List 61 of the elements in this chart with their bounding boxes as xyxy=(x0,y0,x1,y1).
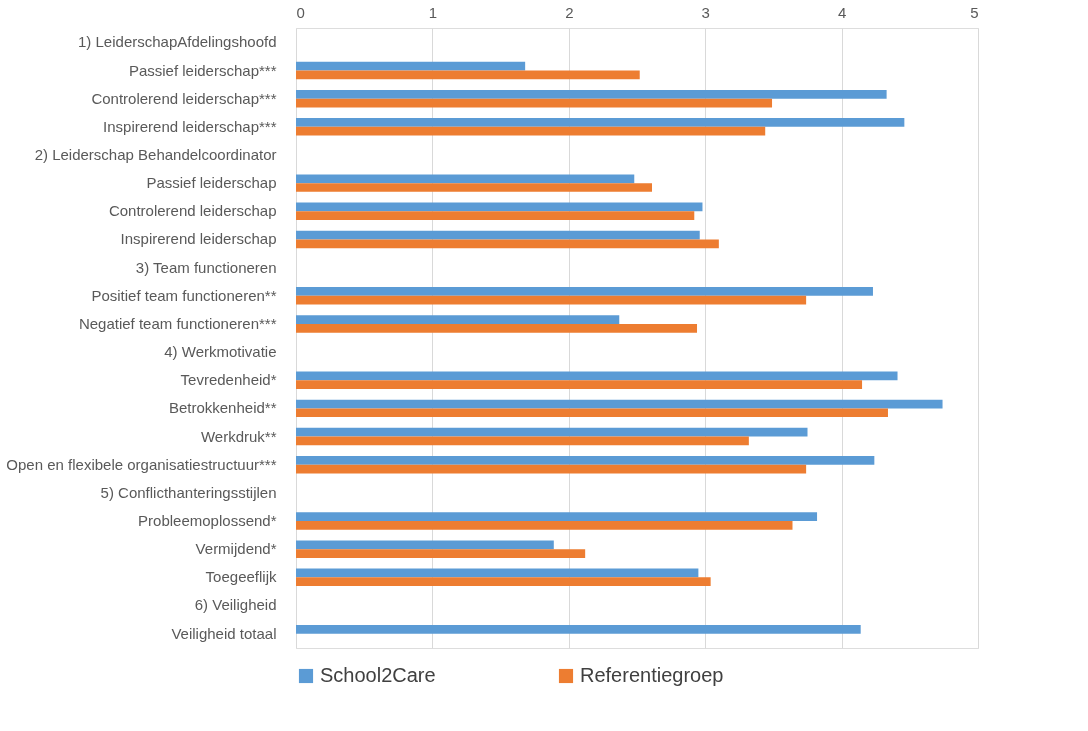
x-tick-label: 0 xyxy=(296,3,305,21)
bar xyxy=(296,202,703,212)
x-tick-label: 2 xyxy=(565,3,574,21)
bar xyxy=(296,89,887,99)
bar xyxy=(296,577,711,587)
bar xyxy=(296,315,620,324)
y-tick-label: 5) Conflicthanteringsstijlen xyxy=(100,483,277,501)
y-tick-label: Tevredenheid* xyxy=(180,371,277,389)
y-tick-label: Controlerend leiderschap*** xyxy=(91,89,277,107)
bar xyxy=(296,239,719,249)
bar xyxy=(296,399,943,409)
y-tick-label: Toegeeflijk xyxy=(205,568,277,586)
y-tick-label: Werkdruk** xyxy=(200,427,277,445)
bar xyxy=(296,455,875,465)
bar xyxy=(296,540,554,550)
y-tick-label: Betrokkenheid** xyxy=(168,399,277,417)
y-tick-label: 4) Werkmotivatie xyxy=(164,343,277,361)
bar xyxy=(296,183,652,192)
x-tick-label: 5 xyxy=(970,3,979,21)
bar xyxy=(296,323,698,333)
bar xyxy=(296,230,700,240)
bar xyxy=(296,118,905,127)
y-tick-label: 1) LeiderschapAfdelingshoofd xyxy=(78,33,277,51)
bar xyxy=(296,211,695,221)
bar xyxy=(296,408,888,418)
legend-label: Referentiegroep xyxy=(580,664,724,686)
y-tick-label: Open en flexibele organisatiestructuur*** xyxy=(6,455,277,473)
bar xyxy=(296,436,749,446)
x-tick-label: 3 xyxy=(701,3,710,21)
y-tick-label: Inspirerend leiderschap xyxy=(120,230,277,248)
y-tick-label: Controlerend leiderschap xyxy=(108,202,277,220)
bar xyxy=(296,98,773,108)
y-tick-label: Passief leiderschap*** xyxy=(128,61,277,79)
bar xyxy=(296,549,586,558)
y-tick-label: 2) Leiderschap Behandelcoordinator xyxy=(34,145,277,163)
bar xyxy=(296,61,526,71)
legend-label: School2Care xyxy=(320,664,436,686)
bar xyxy=(296,126,766,136)
bar xyxy=(296,174,635,184)
bar xyxy=(296,287,873,296)
bar xyxy=(296,464,807,474)
bar xyxy=(296,512,818,522)
y-tick-label: Probleemoplossend* xyxy=(138,512,277,530)
y-tick-label: Positief team functioneren** xyxy=(91,286,277,304)
bar xyxy=(296,70,640,80)
bar xyxy=(296,371,898,381)
bar xyxy=(296,521,793,530)
y-tick-label: Inspirerend leiderschap*** xyxy=(103,117,277,135)
bar xyxy=(296,568,699,578)
y-tick-label: Vermijdend* xyxy=(195,540,277,558)
y-tick-label: 3) Team functioneren xyxy=(135,258,277,276)
y-tick-label: Passief leiderschap xyxy=(146,174,277,192)
y-tick-label: Veiligheid totaal xyxy=(171,624,277,642)
bar xyxy=(296,380,863,389)
y-tick-label: 6) Veiligheid xyxy=(194,596,277,614)
bar xyxy=(296,427,808,437)
y-tick-label: Negatief team functioneren*** xyxy=(78,314,277,332)
x-tick-label: 4 xyxy=(837,3,847,21)
bar xyxy=(296,295,807,305)
bar xyxy=(296,624,861,634)
x-tick-label: 1 xyxy=(428,3,438,21)
